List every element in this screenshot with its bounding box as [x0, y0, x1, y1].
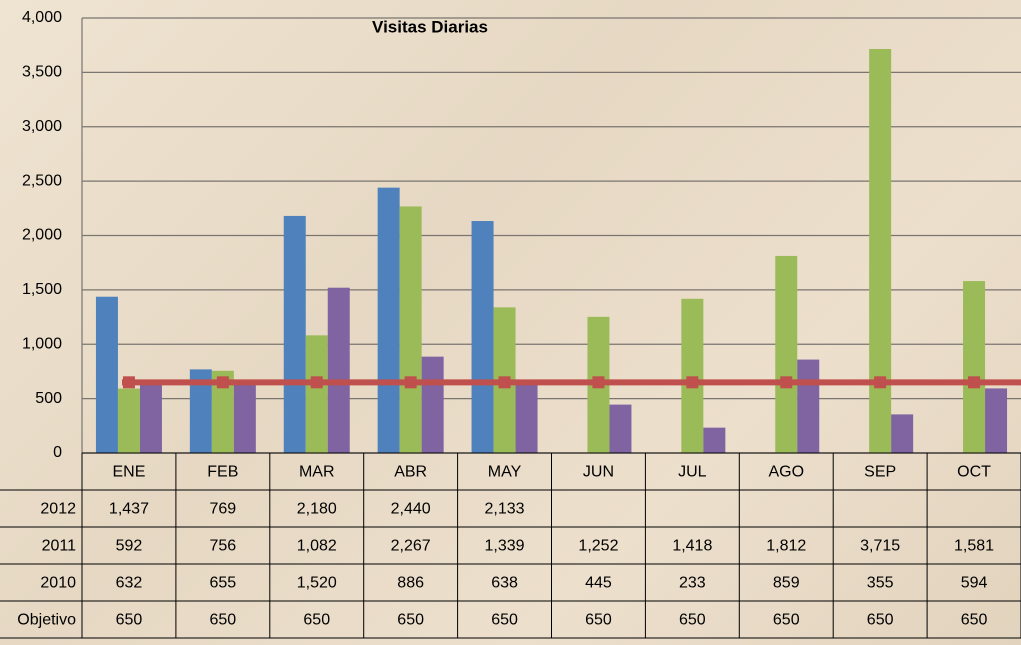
line-marker — [780, 376, 793, 389]
table-cell: 1,252 — [578, 538, 618, 555]
table-row-label: Objetivo — [17, 612, 76, 629]
table-row-label: 2011 — [42, 538, 77, 555]
bar — [399, 206, 422, 453]
table-cell: 650 — [867, 612, 894, 629]
bar — [327, 287, 350, 453]
line-marker — [216, 376, 229, 389]
x-tick-label: SEP — [864, 464, 896, 481]
table-cell: 650 — [303, 612, 330, 629]
table-cell: 2,440 — [391, 501, 431, 518]
table-cell: 650 — [585, 612, 612, 629]
table-cell: 1,437 — [109, 501, 149, 518]
table-cell: 650 — [397, 612, 424, 629]
table-cell: 650 — [491, 612, 518, 629]
table-cell: 859 — [773, 575, 800, 592]
bar — [233, 381, 256, 453]
bar — [211, 370, 234, 453]
line-marker — [874, 376, 887, 389]
bar — [703, 427, 726, 453]
table-cell: 233 — [679, 575, 706, 592]
table-cell: 650 — [116, 612, 143, 629]
bar — [95, 296, 118, 453]
table-cell: 1,082 — [297, 538, 337, 555]
bar — [139, 384, 162, 453]
x-tick-label: ENE — [112, 464, 145, 481]
table-cell: 445 — [585, 575, 612, 592]
bar — [963, 281, 986, 453]
table-cell: 650 — [961, 612, 988, 629]
table-cell: 650 — [209, 612, 236, 629]
table-cell: 1,339 — [485, 538, 525, 555]
bar — [189, 369, 212, 453]
y-tick-label: 1,500 — [22, 281, 62, 298]
y-tick-label: 0 — [53, 444, 62, 461]
y-tick-label: 3,000 — [22, 118, 62, 135]
table-cell: 1,812 — [766, 538, 806, 555]
line-marker — [404, 376, 417, 389]
table-cell: 886 — [397, 575, 424, 592]
bar — [283, 215, 306, 453]
table-cell: 355 — [867, 575, 894, 592]
table-cell: 2,180 — [297, 501, 337, 518]
y-tick-label: 4,000 — [22, 9, 62, 26]
y-tick-label: 500 — [35, 390, 62, 407]
table-cell: 2,133 — [485, 501, 525, 518]
table-cell: 1,520 — [297, 575, 337, 592]
chart-title: Visitas Diarias — [372, 17, 488, 36]
table-cell: 638 — [491, 575, 518, 592]
table-cell: 594 — [961, 575, 988, 592]
x-tick-label: AGO — [768, 464, 804, 481]
bar — [797, 359, 820, 453]
table-cell: 1,418 — [672, 538, 712, 555]
bar — [421, 356, 444, 453]
bar — [515, 383, 538, 453]
line-marker — [968, 376, 981, 389]
table-cell: 769 — [209, 501, 236, 518]
bar — [609, 404, 632, 453]
line-marker — [592, 376, 605, 389]
bar — [305, 335, 328, 453]
bar — [985, 388, 1008, 453]
line-marker — [686, 376, 699, 389]
x-tick-label: JUL — [678, 464, 707, 481]
bar — [775, 255, 798, 453]
line-marker — [498, 376, 511, 389]
table-cell: 655 — [209, 575, 236, 592]
x-tick-label: FEB — [207, 464, 238, 481]
y-tick-label: 2,000 — [22, 227, 62, 244]
table-cell: 650 — [679, 612, 706, 629]
table-row-label: 2012 — [40, 501, 76, 518]
x-tick-label: ABR — [394, 464, 427, 481]
y-tick-label: 2,500 — [22, 172, 62, 189]
y-tick-label: 1,000 — [22, 335, 62, 352]
bar — [869, 48, 892, 454]
table-cell: 2,267 — [391, 538, 431, 555]
line-marker — [310, 376, 323, 389]
y-tick-label: 3,500 — [22, 64, 62, 81]
bar — [471, 221, 494, 453]
bar — [681, 298, 704, 453]
table-row-label: 2010 — [40, 575, 76, 592]
line-marker — [122, 376, 135, 389]
x-tick-label: MAR — [299, 464, 335, 481]
x-tick-label: JUN — [583, 464, 614, 481]
table-cell: 650 — [773, 612, 800, 629]
table-cell: 756 — [209, 538, 236, 555]
x-tick-label: OCT — [957, 464, 991, 481]
table-cell: 592 — [116, 538, 143, 555]
table-cell: 1,581 — [954, 538, 994, 555]
bar — [891, 414, 914, 453]
bar — [117, 388, 140, 453]
bar — [377, 187, 400, 453]
table-cell: 632 — [116, 575, 143, 592]
x-tick-label: MAY — [488, 464, 522, 481]
table-cell: 3,715 — [860, 538, 900, 555]
